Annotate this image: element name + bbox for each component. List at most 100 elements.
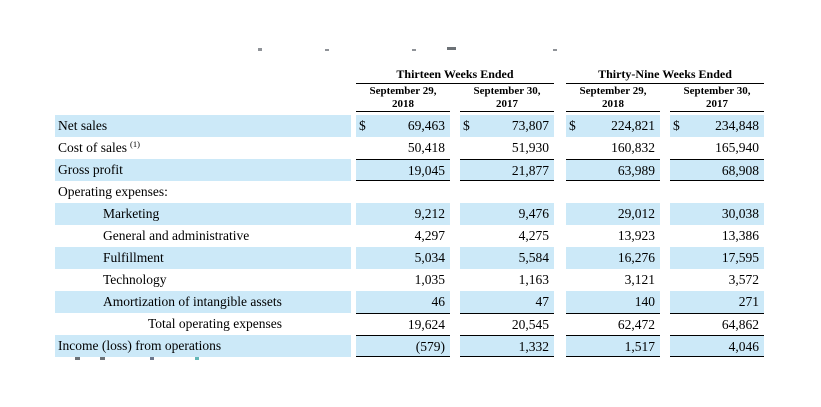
cropped-text-artifact (325, 49, 329, 51)
cell-value: 4,275 (518, 228, 549, 243)
col-group-thirty-nine-weeks: Thirty-Nine Weeks Ended (566, 66, 764, 84)
cell-value: 29,012 (617, 206, 655, 221)
cell-value: 160,832 (611, 140, 655, 155)
value-cell: 4,297 (356, 225, 450, 247)
cell-value: 1,517 (624, 339, 655, 354)
cell-value: 140 (634, 294, 655, 309)
value-cell: $234,848 (670, 115, 764, 137)
row-label: Cost of sales (1) (58, 139, 140, 155)
cell-value: 165,940 (715, 140, 759, 155)
cell-value: 19,045 (407, 163, 445, 178)
cropped-text-artifact (412, 49, 416, 51)
currency-symbol: $ (569, 118, 576, 133)
cell-value: 50,418 (407, 140, 445, 155)
value-cell: $73,807 (460, 115, 554, 137)
value-cell: 50,418 (356, 137, 450, 159)
cell-value: 1,035 (414, 272, 445, 287)
cell-value: 4,046 (728, 339, 759, 354)
value-cell: 68,908 (670, 159, 764, 181)
value-cell: $69,463 (356, 115, 450, 137)
col-header-line1: September 29, (579, 85, 647, 97)
cell-value: 20,545 (511, 317, 549, 332)
table-row: Gross profit 19,045 21,877 63,989 68,908 (55, 159, 767, 181)
value-cell: 4,046 (670, 335, 764, 357)
value-cell: 1,517 (566, 335, 660, 357)
value-cell: 51,930 (460, 137, 554, 159)
value-cell: 3,572 (670, 269, 764, 291)
cropped-text-artifact (195, 357, 199, 360)
value-cell: 160,832 (566, 137, 660, 159)
value-cell: 17,595 (670, 247, 764, 269)
cropped-text-artifact (75, 357, 80, 360)
value-cell: 1,163 (460, 269, 554, 291)
table-row: Marketing 9,212 9,476 29,012 30,038 (55, 203, 767, 225)
col-header-line1: September 29, (369, 85, 437, 97)
col-header-sep30-2017: September 30, 2017 (670, 85, 764, 112)
value-cell: 3,121 (566, 269, 660, 291)
cropped-text-artifact (553, 49, 557, 51)
value-cell: 13,386 (670, 225, 764, 247)
cell-value: 30,038 (721, 206, 759, 221)
cell-value: 17,595 (721, 250, 759, 265)
cell-value: 3,572 (728, 272, 759, 287)
value-cell: 9,212 (356, 203, 450, 225)
value-cell: 1,332 (460, 335, 554, 357)
row-label: Gross profit (55, 159, 351, 181)
row-label: Marketing (55, 203, 351, 225)
cell-value: 1,163 (518, 272, 549, 287)
value-cell: 20,545 (460, 313, 554, 335)
table-row: Amortization of intangible assets 46 47 140… (55, 291, 767, 313)
row-label: General and administrative (103, 228, 250, 243)
cell-value: 3,121 (624, 272, 655, 287)
row-label: Operating expenses: (58, 184, 168, 199)
cell-value: 19,624 (407, 317, 445, 332)
cell-value: (579) (415, 339, 445, 354)
cell-value: 69,463 (407, 118, 445, 133)
cropped-text-artifact (100, 357, 105, 360)
col-header-sep29-2018: September 29, 2018 (356, 85, 450, 112)
value-cell: 19,045 (356, 159, 450, 181)
value-cell: 4,275 (460, 225, 554, 247)
cell-value: 64,862 (721, 317, 759, 332)
cell-value: 4,297 (414, 228, 445, 243)
value-cell: 62,472 (566, 313, 660, 335)
cell-value: 224,821 (611, 118, 655, 133)
col-header-sep29-2018: September 29, 2018 (566, 85, 660, 112)
row-label: Amortization of intangible assets (55, 291, 351, 313)
cell-value: 62,472 (617, 317, 655, 332)
value-cell (460, 181, 554, 203)
row-label: Net sales (55, 115, 351, 137)
value-cell (566, 181, 660, 203)
table-row: Total operating expenses 19,624 20,545 62,4… (55, 313, 767, 335)
cell-value: 63,989 (617, 163, 655, 178)
value-cell: 1,035 (356, 269, 450, 291)
cell-value: 68,908 (721, 163, 759, 178)
cell-value: 234,848 (715, 118, 759, 133)
table-row: Net sales $69,463 $73,807 $224,821 $234,848 (55, 115, 767, 137)
cropped-text-artifact (447, 47, 456, 50)
currency-symbol: $ (359, 118, 366, 133)
value-cell: 29,012 (566, 203, 660, 225)
value-cell: 46 (356, 291, 450, 313)
col-header-line2: 2018 (392, 97, 414, 110)
value-cell: 165,940 (670, 137, 764, 159)
col-header-line2: 2018 (602, 97, 624, 110)
value-cell: 140 (566, 291, 660, 313)
cell-value: 46 (431, 294, 446, 309)
col-header-line2: 2017 (496, 97, 518, 110)
cell-value: 73,807 (511, 118, 549, 133)
value-cell: $224,821 (566, 115, 660, 137)
cell-value: 47 (535, 294, 550, 309)
table-row: General and administrative 4,297 4,275 13,9… (55, 225, 767, 247)
cell-value: 5,034 (414, 250, 445, 265)
col-header-sep30-2017: September 30, 2017 (460, 85, 554, 112)
value-cell: (579) (356, 335, 450, 357)
value-cell (356, 181, 450, 203)
table-row: Operating expenses: (55, 181, 767, 203)
cell-value: 271 (738, 294, 759, 309)
value-cell: 64,862 (670, 313, 764, 335)
value-cell: 63,989 (566, 159, 660, 181)
table-rows: Net sales $69,463 $73,807 $224,821 $234,848 C… (55, 115, 767, 357)
cropped-text-artifact (258, 48, 262, 51)
